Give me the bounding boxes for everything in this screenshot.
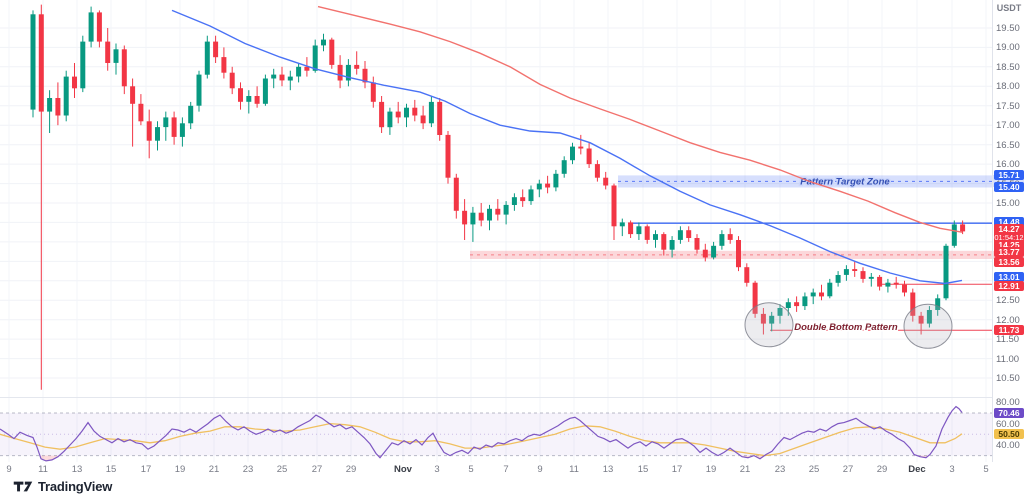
rsi-label-50.50: 50.50 xyxy=(994,429,1024,439)
price-tick: 16.00 xyxy=(996,159,1020,170)
price-tick: 17.50 xyxy=(996,101,1020,112)
price-tick: 11.50 xyxy=(996,334,1020,345)
rsi-canvas[interactable] xyxy=(0,397,992,462)
rsi-band xyxy=(0,413,992,456)
time-tick-21: 21 xyxy=(739,464,751,475)
currency-label: USDT xyxy=(996,3,1022,13)
time-tick-19: 19 xyxy=(705,464,717,475)
price-label-14.48: 14.48 xyxy=(994,217,1024,227)
price-tick: 19.50 xyxy=(996,23,1020,34)
time-tick-7: 7 xyxy=(503,464,509,475)
pane-separator[interactable] xyxy=(0,397,1024,398)
time-tick-27: 27 xyxy=(311,464,323,475)
tradingview-logo-text[interactable]: TradingView xyxy=(38,478,113,494)
price-tick: 19.00 xyxy=(996,42,1020,53)
time-tick-25: 25 xyxy=(808,464,820,475)
time-tick-29: 29 xyxy=(876,464,888,475)
pattern-target-zone[interactable]: Pattern Target Zone xyxy=(618,175,992,189)
price-chart-pane[interactable]: Pattern Target Zone Double Bottom Pattern xyxy=(0,0,992,397)
time-tick-25: 25 xyxy=(276,464,288,475)
candlestick-series xyxy=(30,4,966,390)
time-tick-29: 29 xyxy=(345,464,357,475)
pattern-target-zone-label: Pattern Target Zone xyxy=(800,176,890,187)
time-tick-17: 17 xyxy=(140,464,152,475)
footer: TradingView xyxy=(0,477,1024,495)
rsi-ma-line xyxy=(0,422,963,457)
ma-line-blue xyxy=(171,9,963,285)
rsi-tick: 80.00 xyxy=(996,397,1020,408)
price-label-14.25: 14.25 xyxy=(994,240,1024,250)
time-tick-13: 13 xyxy=(602,464,614,475)
rsi-oversold-fill xyxy=(740,455,754,458)
ma-line-red xyxy=(317,5,963,233)
double-bottom-circle-2[interactable] xyxy=(903,303,953,349)
time-tick-17: 17 xyxy=(671,464,683,475)
time-tick-3: 3 xyxy=(949,464,955,475)
time-tick-15: 15 xyxy=(105,464,117,475)
price-label-13.77: 13.77 xyxy=(994,247,1024,257)
price-label-13.56: 13.56 xyxy=(994,257,1024,267)
tradingview-logo-icon[interactable] xyxy=(13,479,33,494)
grid xyxy=(0,0,992,397)
time-tick-9: 9 xyxy=(6,464,12,475)
price-tick: 18.50 xyxy=(996,62,1020,73)
price-tick: 12.50 xyxy=(996,295,1020,306)
time-tick-Dec: Dec xyxy=(908,464,926,475)
rsi-pane[interactable] xyxy=(0,397,992,462)
rsi-label-70.46: 70.46 xyxy=(994,408,1024,418)
price-tick: 18.00 xyxy=(996,81,1020,92)
price-label-15.71: 15.71 xyxy=(994,170,1024,180)
price-label-13.01: 13.01 xyxy=(994,272,1024,282)
price-tick: 11.00 xyxy=(996,354,1020,365)
time-tick-5: 5 xyxy=(468,464,474,475)
price-tick: 15.00 xyxy=(996,198,1020,209)
price-tick: 16.50 xyxy=(996,140,1020,151)
time-tick-19: 19 xyxy=(174,464,186,475)
double-bottom-circle-1[interactable] xyxy=(744,302,794,348)
rsi-tick: 40.00 xyxy=(996,440,1020,451)
rsi-oversold-fill xyxy=(39,455,60,461)
time-tick-3: 3 xyxy=(434,464,440,475)
price-tick: 12.00 xyxy=(996,315,1020,326)
time-tick-11: 11 xyxy=(569,464,579,475)
time-axis[interactable]: 9 11 13 15 17 19 21 23 25 27 29 Nov 3 5 7 9 11 13 15 17 19 21… xyxy=(0,462,1024,477)
price-label-12.91: 12.91 xyxy=(994,281,1024,291)
time-tick-Nov: Nov xyxy=(394,464,412,475)
price-chart-canvas[interactable]: Pattern Target Zone Double Bottom Pattern xyxy=(0,0,992,397)
time-tick-23: 23 xyxy=(242,464,254,475)
rsi-tick: 60.00 xyxy=(996,419,1020,430)
time-tick-5: 5 xyxy=(983,464,989,475)
time-tick-13: 13 xyxy=(71,464,83,475)
price-tick: 10.50 xyxy=(996,373,1020,384)
price-axis[interactable]: USDT 19.50 19.00 18.50 18.00 17.50 17.00 16.50… xyxy=(992,0,1024,462)
time-tick-23: 23 xyxy=(774,464,786,475)
price-label-11.73: 11.73 xyxy=(994,325,1024,335)
rsi-line xyxy=(0,405,963,462)
price-tick: 17.00 xyxy=(996,120,1020,131)
price-label-14.27: 14.27 01:54:12 xyxy=(994,224,1024,243)
time-tick-11: 11 xyxy=(38,464,48,475)
time-tick-9: 9 xyxy=(537,464,543,475)
time-tick-15: 15 xyxy=(637,464,649,475)
double-bottom-label[interactable]: Double Bottom Pattern xyxy=(793,321,900,335)
price-label-15.40: 15.40 xyxy=(994,182,1024,192)
time-tick-27: 27 xyxy=(842,464,854,475)
time-tick-21: 21 xyxy=(208,464,220,475)
supply-zone[interactable] xyxy=(470,250,992,259)
